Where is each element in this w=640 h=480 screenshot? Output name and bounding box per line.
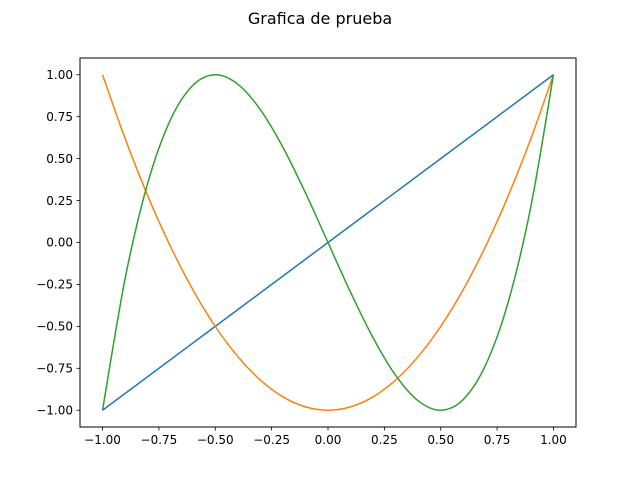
- y-tick-label: 0.75: [46, 110, 73, 124]
- y-tick-label: −0.25: [36, 278, 73, 292]
- series-line-2: [101, 74, 555, 411]
- plot-area: −1.00 −0.75 −0.50 −0.25 0.00 0.25 0.50 0.75 1.00…: [36, 57, 577, 447]
- y-tick-label: −0.50: [36, 320, 73, 334]
- y-tick-label: 0.00: [46, 236, 73, 250]
- axes-frame: [79, 57, 577, 428]
- y-tick-label: 1.00: [46, 68, 73, 82]
- chart-title: Grafica de prueba: [248, 9, 392, 28]
- x-tick-label: 0.75: [484, 433, 511, 447]
- x-axis: −1.00 −0.75 −0.50 −0.25 0.00 0.25 0.50 0.75 1.00: [84, 427, 567, 447]
- y-tick-label: −1.00: [36, 403, 73, 417]
- x-tick-label: 0.50: [427, 433, 454, 447]
- x-tick-label: 0.00: [315, 433, 342, 447]
- y-tick-label: 0.25: [46, 194, 73, 208]
- series-line-3: [101, 74, 555, 411]
- x-tick-label: 0.25: [371, 433, 398, 447]
- y-axis: −1.00 −0.75 −0.50 −0.25 0.00 0.25 0.50 0.75 1.00: [36, 68, 80, 417]
- y-tick-label: −0.75: [36, 361, 73, 375]
- y-tick-label: 0.50: [46, 152, 73, 166]
- x-tick-label: −0.50: [197, 433, 234, 447]
- x-tick-label: −1.00: [84, 433, 121, 447]
- series-layer: [101, 74, 555, 411]
- x-tick-label: −0.75: [141, 433, 178, 447]
- x-tick-label: −0.25: [253, 433, 290, 447]
- x-tick-label: 1.00: [540, 433, 567, 447]
